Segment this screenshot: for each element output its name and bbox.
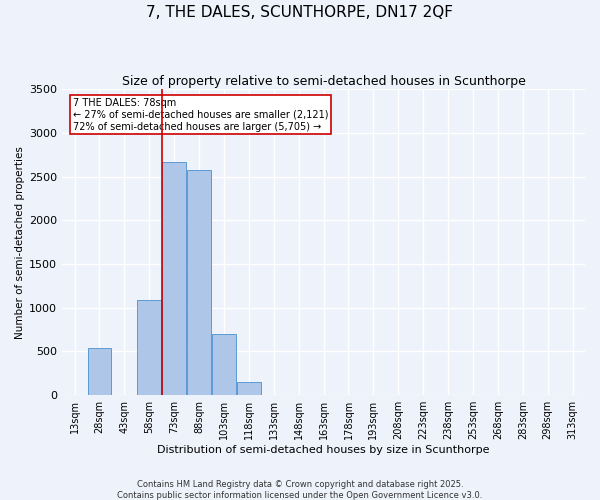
Text: Contains HM Land Registry data © Crown copyright and database right 2025.
Contai: Contains HM Land Registry data © Crown c… <box>118 480 482 500</box>
Bar <box>237 382 261 395</box>
Bar <box>137 300 161 395</box>
Title: Size of property relative to semi-detached houses in Scunthorpe: Size of property relative to semi-detach… <box>122 75 526 88</box>
X-axis label: Distribution of semi-detached houses by size in Scunthorpe: Distribution of semi-detached houses by … <box>157 445 490 455</box>
Bar <box>187 170 211 395</box>
Bar <box>163 162 186 395</box>
Text: 7 THE DALES: 78sqm
← 27% of semi-detached houses are smaller (2,121)
72% of semi: 7 THE DALES: 78sqm ← 27% of semi-detache… <box>73 98 328 132</box>
Y-axis label: Number of semi-detached properties: Number of semi-detached properties <box>15 146 25 338</box>
Bar <box>212 334 236 395</box>
Text: 7, THE DALES, SCUNTHORPE, DN17 2QF: 7, THE DALES, SCUNTHORPE, DN17 2QF <box>146 5 454 20</box>
Bar <box>88 348 112 395</box>
